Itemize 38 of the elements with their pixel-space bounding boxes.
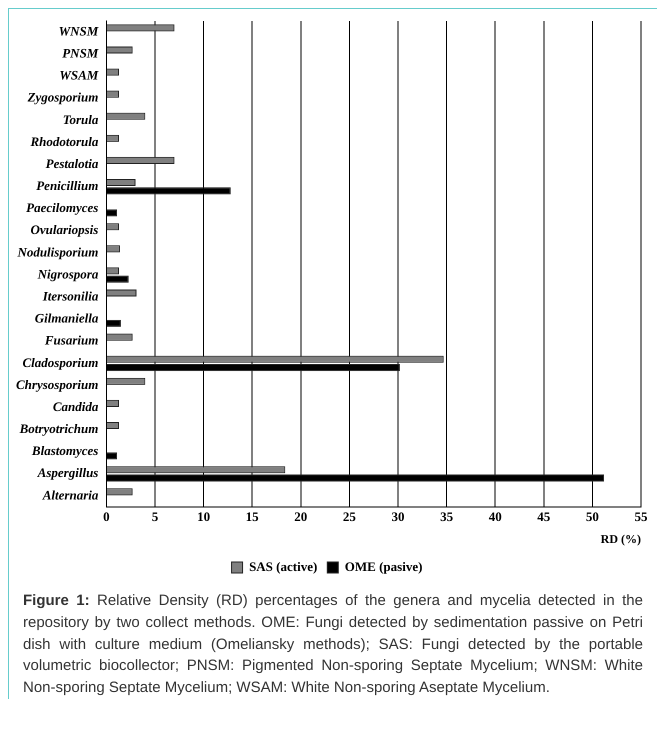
y-tick-label: Torula [62,112,99,127]
y-tick-label: Candida [52,398,99,414]
y-tick-label: WNSM [58,23,99,38]
y-tick-label: Fusarium [44,332,98,348]
x-tick-label: 15 [246,509,260,524]
y-tick-label: Nodulisporium [16,244,98,260]
caption: Figure 1: Relative Density (RD) percentages of the genera and mycelia detected in the repository by two collect methods. OME: Fungi detected by sedimentation passive on Petri dish with culture medium (Omeliansky methods); SAS: Fungi detected by the portable volumetric biocollector; PNSM: Pigmented Non-sporing Septate Mycelium; WNSM: White Non-sporing Septate Mycelium; WSAM: White Non-sporing Aseptate Mycelium. [23,591,643,698]
y-tick-label: WSAM [59,68,99,83]
x-tick-label: 20 [294,509,308,524]
y-tick-label: Ovulariopsis [30,222,98,238]
x-tick-label: 10 [197,509,210,524]
x-tick-label: 5 [152,509,159,524]
y-tick-label: Aspergillus [36,465,98,480]
y-tick-label: Zygosporium [26,90,98,105]
legend-label: OME (pasive) [344,558,422,574]
y-tick-label: Nigrospora [36,266,99,282]
y-tick-label: Chrysosporium [16,376,98,392]
y-tick-label: Alternaria [42,487,99,502]
y-tick-label: Blastomyces [30,443,98,458]
y-tick-label: Cladosporium [22,354,98,370]
x-tick-label: 0 [103,509,110,524]
x-tick-label: 40 [488,509,502,524]
y-tick-label: Gilmaniella [34,310,99,326]
y-tick-label: Pestalotia [46,156,99,171]
x-tick-label: 45 [537,509,551,524]
x-tick-label: 30 [391,509,404,524]
y-tick-label: PNSM [62,45,99,60]
x-tick-label: 55 [634,509,648,524]
legend-label: SAS (active) [249,558,318,574]
y-tick-label: Rhodotorula [29,134,99,149]
x-axis-title: RD (%) [600,532,641,546]
y-tick-label: Botryotrichum [18,421,98,436]
y-tick-label: Paecilomyces [26,200,98,216]
x-tick-label: 50 [586,509,599,524]
y-tick-label: Itersonilia [42,288,99,304]
x-tick-label: 25 [342,509,356,524]
y-tick-label: Penicillium [36,178,98,194]
x-tick-label: 35 [440,509,454,524]
